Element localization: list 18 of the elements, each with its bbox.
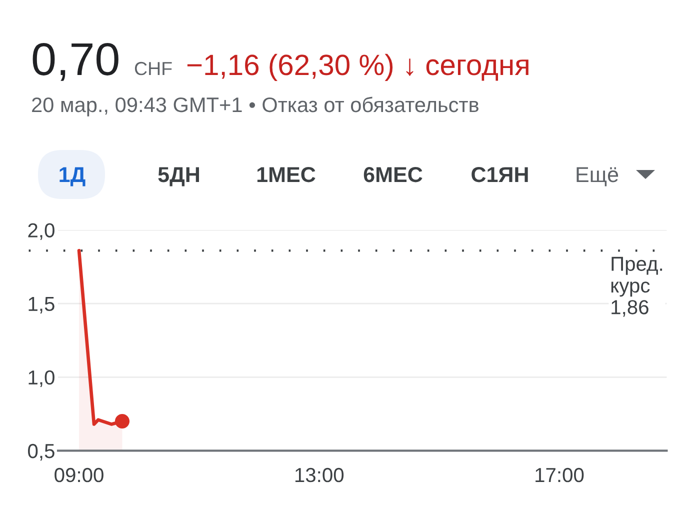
y-tick-label: 1,0 [28, 370, 54, 388]
text: 1МЕС [257, 166, 316, 182]
y-tick-label: 2,0 [28, 223, 54, 240]
text: 5ДН [158, 167, 199, 186]
x-tick-label: 17:00 [536, 468, 584, 482]
text: 1Д [60, 167, 86, 186]
ref-line-label: Пред. курс 1,86 [611, 256, 662, 317]
y-tick-label: 1,5 [28, 297, 54, 314]
chart-subtitle: 20 мар., 09:43 GMT+1 • Отказ от обязательств [32, 96, 478, 116]
text: Ещё [576, 167, 618, 186]
x-tick-label: 13:00 [295, 468, 344, 482]
text: −1,16 (62,30 %) ↓ сегодня [187, 54, 528, 82]
y-tick-label: 0,5 [28, 444, 54, 461]
text: CHF [134, 62, 172, 76]
chart-title: 0,70 [32, 42, 118, 81]
text: 6МЕС [364, 166, 422, 182]
text: С1ЯН [472, 166, 528, 182]
x-tick-label: 09:00 [54, 468, 104, 482]
